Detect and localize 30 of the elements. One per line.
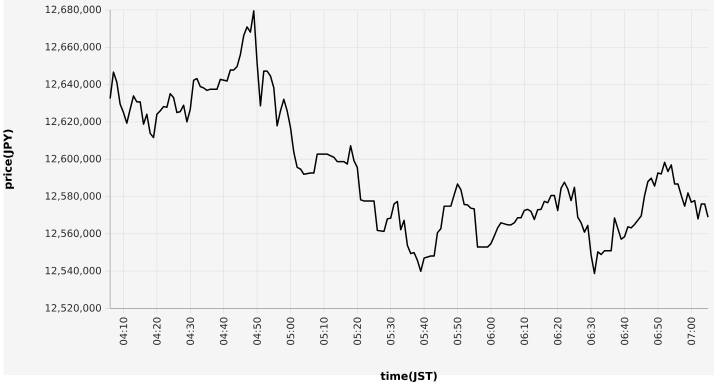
x-tick-label: 04:30 (186, 317, 194, 345)
y-tick-label: 12,520,000 (46, 304, 101, 312)
x-tick-label: 06:00 (487, 317, 495, 345)
y-tick-label: 12,600,000 (46, 154, 101, 164)
x-tick-label: 06:50 (654, 317, 662, 345)
y-tick-label: 12,580,000 (46, 192, 101, 201)
x-tick-label: 05:30 (386, 317, 394, 345)
y-tick-label: 12,640,000 (46, 80, 101, 89)
line-series (109, 10, 709, 274)
x-tick-label: 04:40 (220, 317, 228, 345)
x-tick-label: 04:50 (253, 317, 261, 345)
x-tick-label: 06:40 (620, 317, 628, 345)
y-tick-label: 12,540,000 (46, 266, 101, 276)
y-tick-label: 12,660,000 (46, 42, 101, 52)
x-tick-label: 05:00 (286, 317, 294, 345)
x-tick-label: 05:20 (354, 317, 362, 345)
y-tick-label: 12,560,000 (46, 229, 101, 238)
y-tick-label: 12,620,000 (46, 117, 101, 126)
y-tick-label: 12,680,000 (46, 5, 101, 14)
x-tick-label: 06:10 (520, 317, 528, 345)
x-tick-label: 05:50 (454, 317, 462, 345)
x-tick-label: 04:20 (153, 317, 161, 345)
x-tick-label: 04:10 (120, 317, 128, 345)
x-tick-label: 05:40 (420, 317, 428, 345)
x-tick-label: 05:10 (320, 317, 328, 345)
x-tick-label: 06:30 (587, 317, 595, 345)
x-tick-label: 06:20 (554, 317, 562, 345)
y-axis-title: price(JPY) (3, 129, 14, 188)
x-axis-title: time(JST) (380, 371, 437, 382)
x-tick-label: 07:00 (688, 317, 696, 345)
